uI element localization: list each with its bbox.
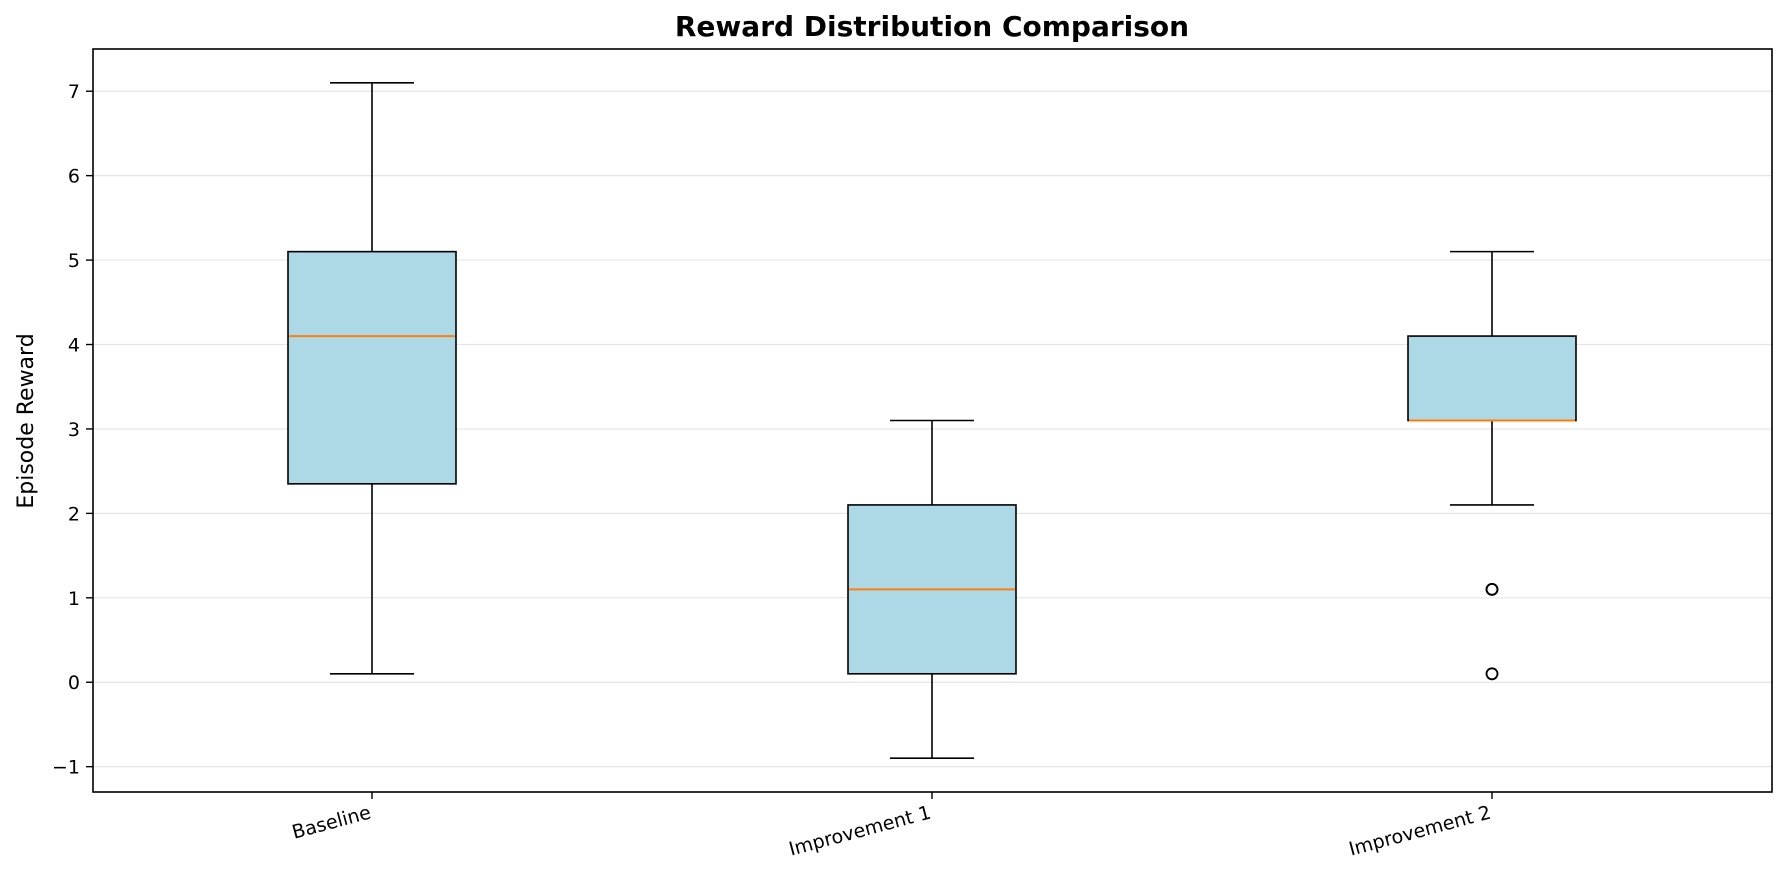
y-tick-label: 3 — [68, 419, 80, 441]
y-tick-label: 5 — [68, 250, 80, 272]
x-tick-label: Improvement 1 — [787, 802, 934, 861]
box-group-1 — [287, 81, 457, 675]
outlier-point — [1485, 667, 1499, 681]
y-tick-label: 7 — [68, 81, 80, 103]
chart-title: Reward Distribution Comparison — [675, 10, 1189, 43]
y-axis-label: Episode Reward — [14, 333, 39, 508]
y-tick-label: −1 — [52, 757, 80, 779]
box-plots — [287, 81, 1577, 760]
y-tick-label: 1 — [68, 588, 80, 610]
y-tick-label: 6 — [68, 166, 80, 188]
x-axis-ticks: Baseline Improvement 1 Improvement 2 — [290, 792, 1494, 861]
x-tick-label: Improvement 2 — [1347, 802, 1494, 861]
iqr-box — [287, 250, 457, 485]
box-group-2 — [847, 419, 1017, 760]
y-tick-label: 4 — [68, 335, 80, 357]
outlier-point — [1485, 582, 1499, 596]
box-group-3 — [1407, 250, 1577, 681]
y-tick-label: 2 — [68, 503, 80, 525]
iqr-box — [1407, 335, 1577, 422]
y-tick-label: 0 — [68, 672, 80, 694]
y-axis-ticks: −1 0 1 2 3 4 5 6 7 — [52, 81, 93, 779]
x-tick-label: Baseline — [290, 802, 374, 844]
